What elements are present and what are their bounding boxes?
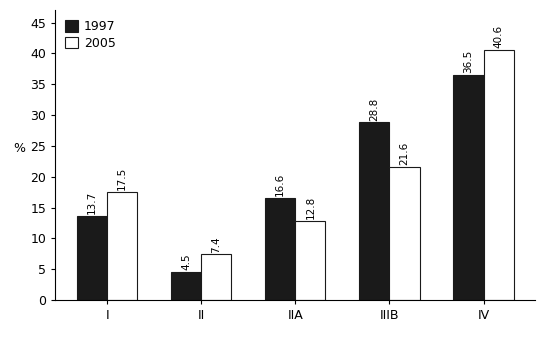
Text: 16.6: 16.6: [275, 173, 285, 196]
Bar: [295, 221, 326, 300]
Text: 7.4: 7.4: [211, 236, 221, 253]
Text: 21.6: 21.6: [400, 142, 410, 165]
Bar: [77, 216, 107, 300]
Bar: [265, 198, 295, 300]
Legend: 1997, 2005: 1997, 2005: [61, 16, 120, 54]
Bar: [171, 272, 201, 300]
Bar: [453, 75, 484, 300]
Y-axis label: %: %: [13, 142, 25, 155]
Text: 40.6: 40.6: [493, 25, 503, 48]
Text: 12.8: 12.8: [305, 196, 315, 219]
Bar: [389, 167, 420, 300]
Text: 4.5: 4.5: [181, 254, 191, 270]
Bar: [484, 50, 513, 300]
Text: 36.5: 36.5: [464, 50, 474, 73]
Text: 13.7: 13.7: [87, 191, 97, 214]
Bar: [107, 192, 137, 300]
Bar: [359, 122, 389, 300]
Text: 17.5: 17.5: [117, 167, 127, 190]
Bar: [201, 254, 231, 300]
Text: 28.8: 28.8: [369, 98, 379, 121]
